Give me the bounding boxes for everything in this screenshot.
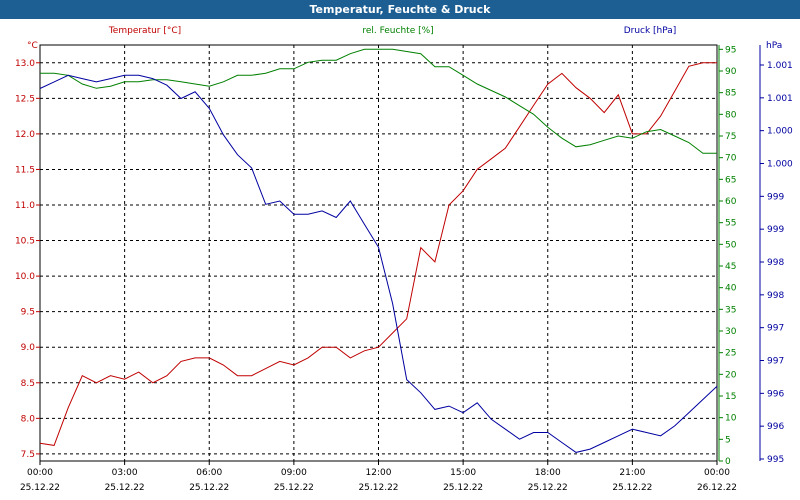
temperature-tick-label: 12.0: [15, 130, 35, 140]
pressure-tick-label: 998: [767, 291, 784, 301]
x-tick-time-label: 03:00: [112, 468, 138, 478]
temperature-series-line: [39, 62, 717, 446]
humidity-tick-label: 5: [725, 435, 731, 445]
temperature-tick-label: 9.0: [21, 343, 36, 353]
x-tick-time-label: 09:00: [281, 468, 307, 478]
pressure-tick-label: 1.000: [767, 160, 793, 170]
temperature-unit-label: °C: [27, 41, 38, 51]
x-tick-date-label: 25.12.22: [274, 483, 314, 493]
x-tick-time-label: 15:00: [450, 468, 476, 478]
pressure-unit-label: hPa: [766, 41, 782, 51]
temperature-tick-label: 13.0: [15, 59, 35, 69]
pressure-axis-title: Druck [hPa]: [624, 26, 677, 36]
x-tick-time-label: 12:00: [366, 468, 392, 478]
humidity-tick-label: 60: [725, 197, 737, 207]
x-tick-time-label: 00:00: [27, 468, 53, 478]
pressure-tick-label: 996: [767, 389, 784, 399]
humidity-tick-label: 40: [725, 284, 737, 294]
temperature-tick-label: 11.0: [15, 201, 35, 211]
humidity-tick-label: 90: [725, 67, 737, 77]
temperature-tick-label: 10.5: [15, 237, 35, 247]
humidity-tick-label: 95: [725, 45, 736, 55]
pressure-tick-label: 997: [767, 357, 784, 367]
temperature-tick-label: 12.5: [15, 94, 35, 104]
humidity-tick-label: 80: [725, 110, 737, 120]
pressure-tick-label: 999: [767, 225, 784, 235]
chart-title-bar: Temperatur, Feuchte & Druck: [0, 0, 800, 19]
humidity-tick-label: 30: [725, 327, 737, 337]
temperature-axis-title: Temperatur [°C]: [108, 26, 181, 36]
humidity-tick-label: 70: [725, 154, 737, 164]
pressure-tick-label: 995: [767, 455, 784, 465]
humidity-tick-label: 75: [725, 132, 736, 142]
pressure-tick-label: 996: [767, 422, 784, 432]
x-tick-time-label: 21:00: [619, 468, 645, 478]
axes-layer: 7.5 8.0 8.5 9.0 9.5 10.0 10.5 11.0 11.5 12.0 12.5 1…: [15, 45, 793, 493]
humidity-tick-label: 10: [725, 414, 737, 424]
humidity-tick-label: 50: [725, 240, 737, 250]
pressure-tick-label: 1.001: [767, 94, 793, 104]
pressure-tick-label: 1.000: [767, 127, 793, 137]
temperature-tick-label: 11.5: [15, 165, 35, 175]
humidity-tick-label: 20: [725, 370, 737, 380]
temperature-tick-label: 7.5: [21, 450, 35, 460]
x-tick-date-label: 25.12.22: [20, 483, 60, 493]
x-tick-date-label: 25.12.22: [189, 483, 229, 493]
humidity-tick-label: 25: [725, 349, 736, 359]
pressure-tick-label: 997: [767, 324, 784, 334]
humidity-tick-label: 35: [725, 305, 736, 315]
x-tick-date-label: 25.12.22: [105, 483, 145, 493]
humidity-tick-label: 65: [725, 175, 736, 185]
humidity-tick-label: 85: [725, 89, 736, 99]
x-tick-time-label: 18:00: [535, 468, 561, 478]
x-tick-date-label: 26.12.22: [697, 483, 737, 493]
temperature-tick-label: 10.0: [15, 272, 35, 282]
humidity-axis-title: rel. Feuchte [%]: [362, 26, 433, 36]
chart-title: Temperatur, Feuchte & Druck: [309, 3, 491, 16]
temperature-tick-label: 8.0: [21, 414, 36, 424]
humidity-tick-label: 0: [725, 457, 731, 467]
pressure-tick-label: 1.001: [767, 61, 793, 71]
gridlines: [39, 45, 718, 461]
x-tick-time-label: 00:00: [704, 468, 730, 478]
x-tick-time-label: 06:00: [196, 468, 222, 478]
humidity-tick-label: 45: [725, 262, 736, 272]
humidity-tick-label: 15: [725, 392, 736, 402]
x-tick-date-label: 25.12.22: [358, 483, 398, 493]
pressure-tick-label: 998: [767, 258, 784, 268]
humidity-series-line: [40, 48, 717, 154]
temperature-tick-label: 8.5: [21, 379, 35, 389]
pressure-tick-label: 999: [767, 192, 784, 202]
x-tick-date-label: 25.12.22: [443, 483, 483, 493]
chart-canvas: 7.5 8.0 8.5 9.0 9.5 10.0 10.5 11.0 11.5 12.0 12.5 1…: [15, 26, 793, 493]
pressure-series-line: [39, 74, 718, 453]
temperature-tick-label: 9.5: [21, 308, 35, 318]
humidity-tick-label: 55: [725, 219, 736, 229]
x-tick-date-label: 25.12.22: [528, 483, 568, 493]
series-layer: [39, 48, 718, 453]
x-tick-date-label: 25.12.22: [612, 483, 652, 493]
